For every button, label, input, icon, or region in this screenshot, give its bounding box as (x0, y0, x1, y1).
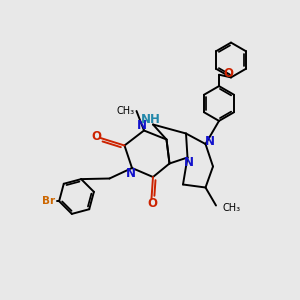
Text: CH₃: CH₃ (223, 203, 241, 213)
Text: O: O (91, 130, 101, 143)
Text: NH: NH (141, 113, 160, 126)
Text: O: O (147, 197, 157, 210)
Text: N: N (184, 156, 194, 169)
Text: O: O (223, 67, 233, 80)
Text: N: N (125, 167, 136, 180)
Text: N: N (205, 135, 215, 148)
Text: Br: Br (42, 196, 56, 206)
Text: N: N (136, 119, 147, 132)
Text: CH₃: CH₃ (117, 106, 135, 116)
